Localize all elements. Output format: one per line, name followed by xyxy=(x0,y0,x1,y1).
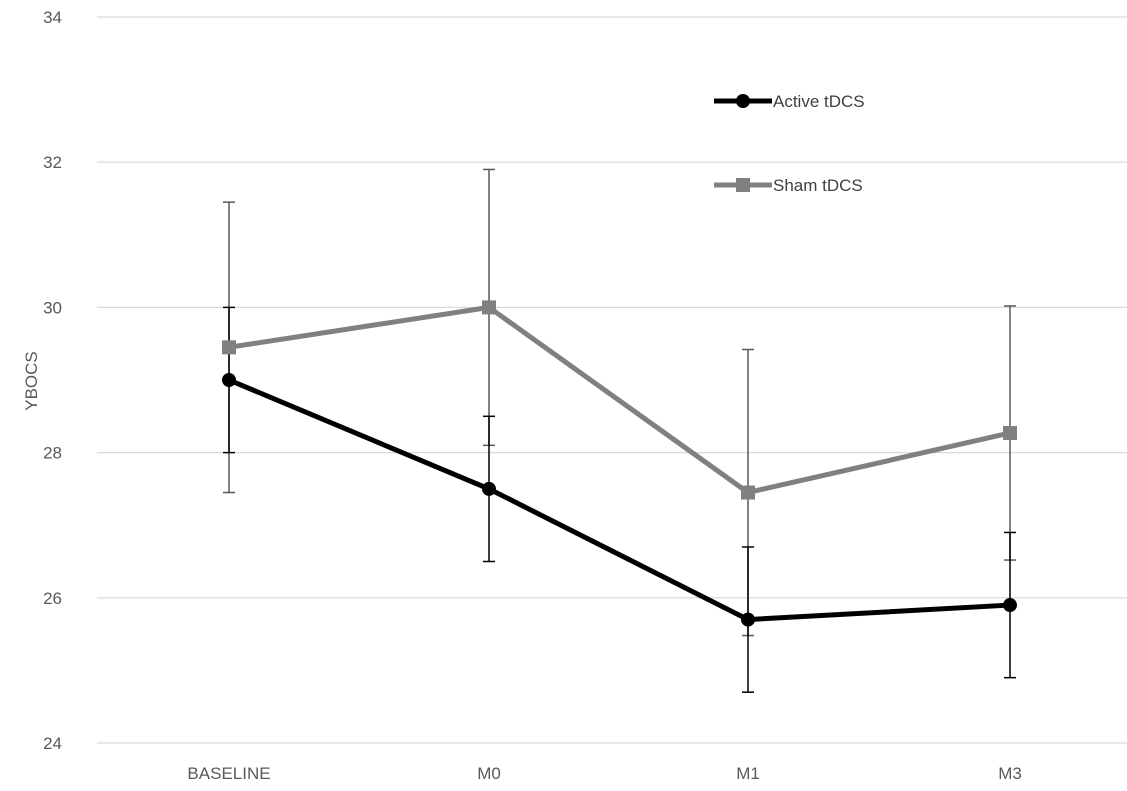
data-point-active-tdcs xyxy=(1003,598,1017,613)
data-point-active-tdcs xyxy=(482,481,496,496)
series-line-active-tdcs xyxy=(226,377,1013,623)
x-tick-label: M3 xyxy=(998,764,1022,783)
series-markers xyxy=(222,300,1017,627)
y-tick-label: 26 xyxy=(43,589,62,608)
gridlines xyxy=(97,16,1127,744)
legend-marker-active-tdcs xyxy=(736,94,750,108)
y-tick-labels: 24 26 28 30 32 34 xyxy=(43,8,62,753)
series-line-sham-tdcs xyxy=(226,304,1013,496)
x-tick-label: M0 xyxy=(477,764,501,783)
y-tick-label: 32 xyxy=(43,153,62,172)
y-tick-label: 30 xyxy=(43,298,62,317)
y-axis-title: YBOCS xyxy=(22,351,41,411)
data-point-sham-tdcs xyxy=(741,485,755,500)
x-tick-labels: BASELINE M0 M1 M3 xyxy=(187,764,1021,783)
y-tick-label: 28 xyxy=(43,444,62,463)
data-point-sham-tdcs xyxy=(482,300,496,315)
legend-marker-sham-tdcs xyxy=(736,178,750,192)
y-tick-label: 24 xyxy=(43,734,62,753)
data-point-sham-tdcs xyxy=(222,340,236,355)
x-tick-label: BASELINE xyxy=(187,764,270,783)
y-tick-label: 34 xyxy=(43,8,62,27)
legend-label-active-tdcs: Active tDCS xyxy=(773,92,865,111)
data-point-sham-tdcs xyxy=(1003,425,1017,440)
x-tick-label: M1 xyxy=(736,764,760,783)
data-point-active-tdcs xyxy=(222,373,236,387)
legend: Active tDCS Sham tDCS xyxy=(714,92,865,195)
data-point-active-tdcs xyxy=(741,612,755,627)
legend-label-sham-tdcs: Sham tDCS xyxy=(773,176,863,195)
series-lines xyxy=(226,304,1013,623)
